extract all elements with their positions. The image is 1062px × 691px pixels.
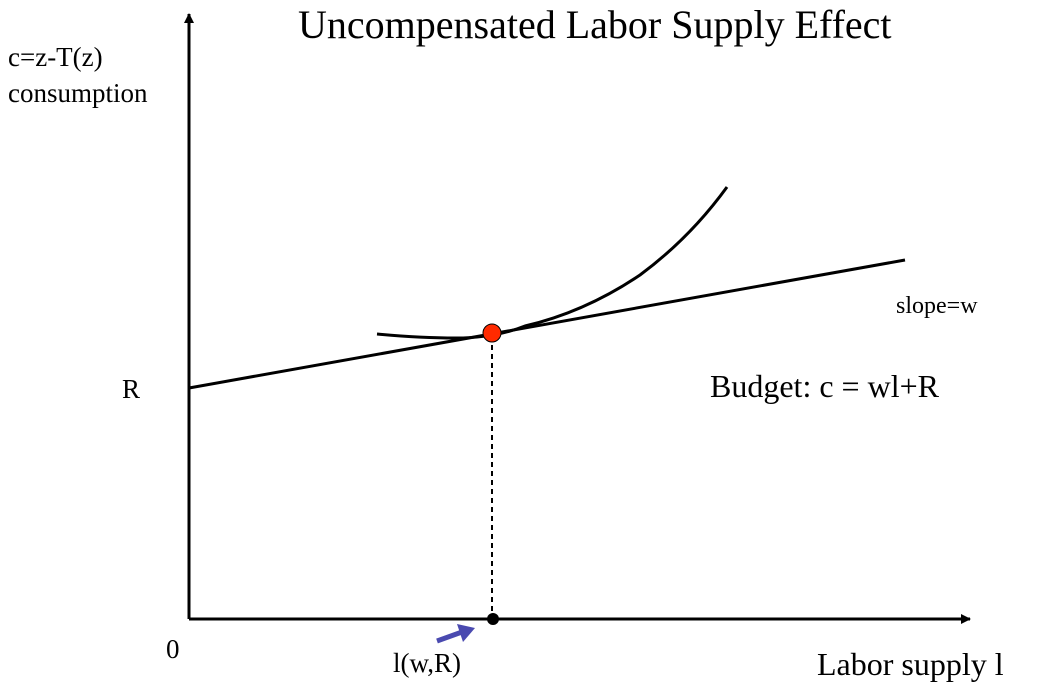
y-axis-label-line1: c=z-T(z) xyxy=(8,42,103,72)
indifference-curve xyxy=(376,186,729,340)
intercept-label: R xyxy=(122,374,141,404)
y-axis-label-line2: consumption xyxy=(8,78,148,108)
origin-label: 0 xyxy=(166,634,180,664)
pointer-arrow-icon xyxy=(436,624,475,644)
optimum-labor-label: l(w,R) xyxy=(393,648,461,678)
budget-equation-label: Budget: c = wl+R xyxy=(710,368,939,404)
x-axis-label: Labor supply l xyxy=(817,646,1004,682)
diagram-title: Uncompensated Labor Supply Effect xyxy=(298,2,892,47)
optimum-point xyxy=(482,323,502,343)
x-axis-point xyxy=(487,613,499,625)
slope-label: slope=w xyxy=(896,293,978,319)
budget-line xyxy=(188,258,906,390)
